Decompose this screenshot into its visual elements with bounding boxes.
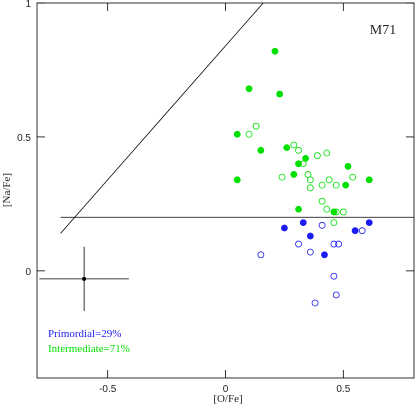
- point: [295, 160, 302, 168]
- point: [290, 141, 298, 149]
- cluster-label: M71: [370, 23, 396, 38]
- x-axis-label: [O/Fe]: [213, 393, 242, 405]
- point: [295, 146, 302, 154]
- point: [295, 240, 302, 248]
- point: [290, 171, 298, 178]
- y-tick-label: 0.5: [17, 133, 31, 144]
- point: [365, 176, 373, 184]
- point: [351, 227, 359, 235]
- point: [245, 130, 253, 138]
- point: [313, 152, 321, 160]
- point: [332, 181, 340, 189]
- legend-entry: Intermediate=71%: [48, 343, 130, 355]
- legend-entry: Primordial=29%: [48, 328, 121, 340]
- point: [318, 181, 326, 189]
- point: [321, 251, 328, 259]
- y-tick-label: 0: [25, 267, 31, 278]
- point: [335, 240, 343, 248]
- point: [299, 219, 307, 227]
- point: [344, 162, 352, 170]
- point: [257, 251, 265, 259]
- point: [339, 208, 347, 216]
- point: [311, 299, 319, 307]
- point: [306, 184, 314, 192]
- point: [323, 205, 331, 213]
- point: [252, 122, 260, 130]
- point: [365, 219, 373, 227]
- y-tick-label: 1: [25, 0, 31, 10]
- point: [271, 47, 279, 55]
- point: [325, 176, 333, 184]
- point: [306, 176, 314, 184]
- point: [330, 219, 338, 227]
- point: [323, 149, 331, 157]
- point: [233, 130, 241, 138]
- point: [330, 208, 338, 216]
- point: [330, 240, 338, 248]
- point: [318, 197, 326, 205]
- point: [295, 205, 302, 213]
- point: [257, 146, 265, 154]
- point: [306, 248, 314, 256]
- x-tick-label: 0.5: [336, 384, 350, 395]
- point: [306, 232, 314, 240]
- point: [233, 176, 241, 184]
- point: [358, 227, 366, 235]
- y-axis-label: [Na/Fe]: [1, 173, 13, 207]
- error-point: [82, 276, 87, 281]
- point: [318, 221, 326, 229]
- plot-frame: [36, 2, 415, 379]
- point: [276, 90, 284, 98]
- point: [283, 144, 291, 152]
- reference-line: [60, 2, 264, 234]
- point: [299, 160, 307, 168]
- point: [330, 272, 338, 280]
- x-tick-label: -0.5: [99, 384, 117, 395]
- x-tick-label: 0: [223, 384, 229, 395]
- point: [342, 181, 350, 189]
- point: [245, 85, 253, 93]
- point: [332, 291, 340, 299]
- point: [278, 173, 286, 181]
- point: [281, 224, 288, 232]
- point: [349, 173, 357, 181]
- point: [332, 208, 340, 216]
